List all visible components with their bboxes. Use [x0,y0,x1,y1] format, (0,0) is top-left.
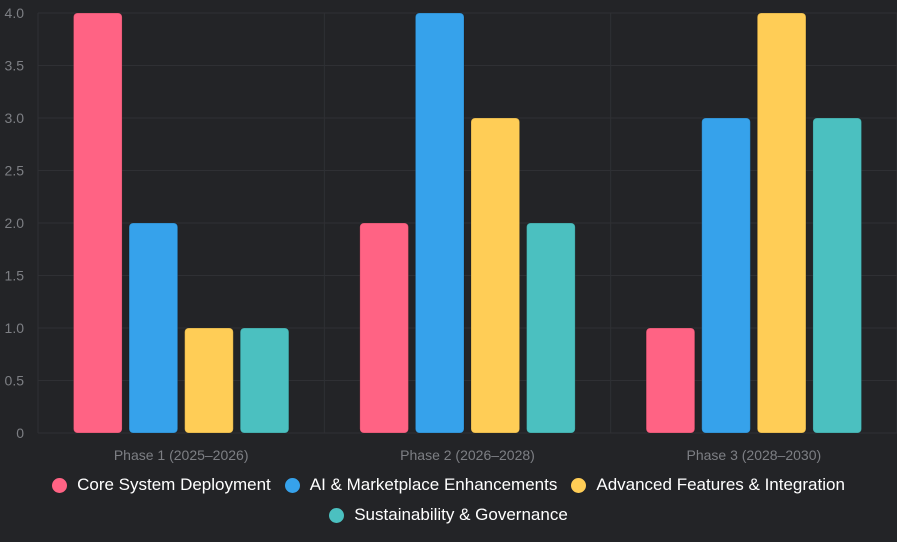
bar [184,327,234,434]
bar [414,12,465,434]
legend-swatch-icon [52,477,68,493]
y-tick-label: 0 [16,425,24,441]
x-tick-label: Phase 3 (2028–2030) [686,447,821,463]
legend-item[interactable]: AI & Marketplace Enhancements [284,474,558,496]
legend-swatch-icon [571,477,587,493]
bar [470,117,521,434]
legend-item[interactable]: Sustainability & Governance [329,504,568,526]
legend-row: Core System Deployment AI & Marketplace E… [0,474,897,496]
bar-chart: 0 0.5 1.0 1.5 2.0 2.5 3.0 3.5 4.0 Phase 1 (2025–2… [5,5,897,463]
bar [239,327,290,434]
legend-label: Advanced Features & Integration [596,475,845,494]
y-tick-label: 1.0 [5,320,25,336]
legend-swatch-icon [329,507,345,523]
y-tick-label: 3.0 [5,110,25,126]
legend-label: Sustainability & Governance [354,505,568,524]
x-tick-label: Phase 1 (2025–2026) [114,447,249,463]
bar [359,222,409,434]
y-tick-label: 3.5 [5,58,25,74]
bar [526,222,576,434]
legend-row: Sustainability & Governance [0,504,897,526]
y-tick-label: 4.0 [5,5,25,21]
bar [645,327,696,434]
legend-swatch-icon [284,477,300,493]
legend-item[interactable]: Advanced Features & Integration [571,474,845,496]
legend-label: Core System Deployment [77,475,271,494]
bar [701,117,751,434]
bar [756,12,807,434]
y-tick-label: 0.5 [5,373,25,389]
legend-label: AI & Marketplace Enhancements [309,475,558,494]
x-tick-label: Phase 2 (2026–2028) [400,447,535,463]
legend-item[interactable]: Core System Deployment [52,474,271,496]
bar [128,222,179,434]
bar [812,117,863,434]
chart-legend: Core System Deployment AI & Marketplace E… [0,474,897,526]
y-tick-label: 2.0 [5,215,25,231]
y-tick-label: 2.5 [5,163,25,179]
bar [73,12,123,434]
y-tick-label: 1.5 [5,268,25,284]
